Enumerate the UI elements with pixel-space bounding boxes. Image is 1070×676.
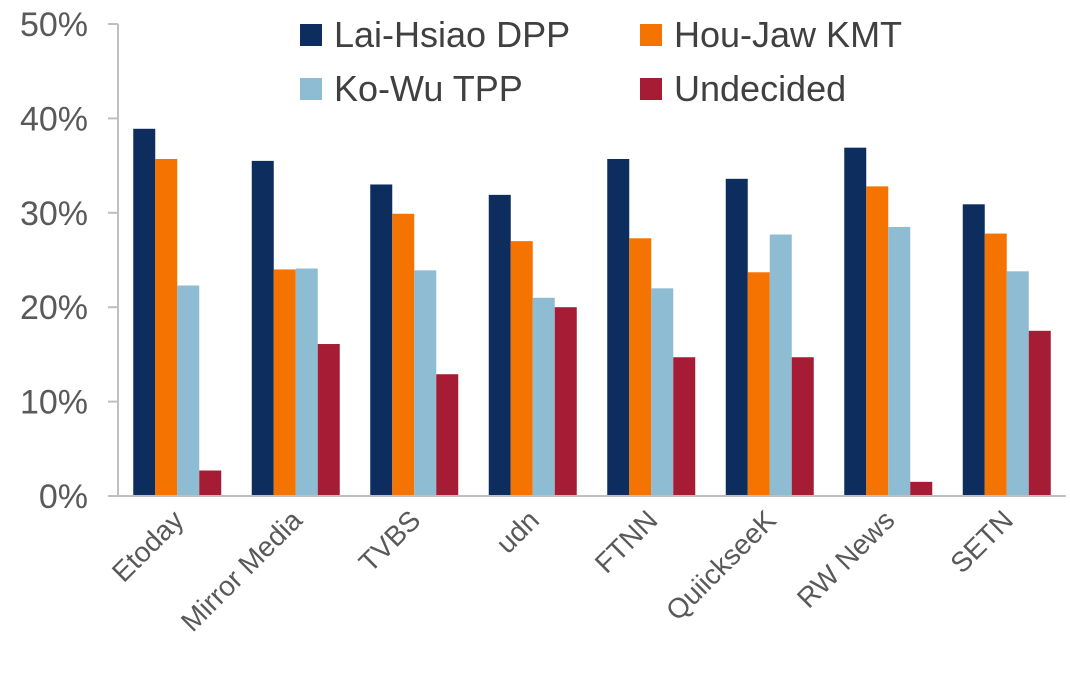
x-tick-label: SETN [944,504,1019,579]
legend-swatch [300,24,322,46]
bar-ko-wu-tpp-setn [1006,271,1029,496]
y-tick-label: 0% [39,478,88,516]
bar-ko-wu-tpp-etoday [177,285,200,496]
x-tick-label: udn [490,504,545,559]
legend-label: Hou-Jaw KMT [674,14,902,55]
bar-ko-wu-tpp-udn [532,297,555,496]
x-tick-label: Mirror Media [175,504,308,637]
bar-undecided-etoday [199,470,222,496]
bar-undecided-rw-news [910,481,933,496]
x-tick-label: FTNN [589,504,664,579]
bar-hou-jaw-kmt-ftnn [629,238,652,496]
bar-undecided-mirror-media [317,344,340,496]
bar-ko-wu-tpp-mirror-media [295,268,318,496]
y-tick-label: 50% [20,6,88,44]
bar-hou-jaw-kmt-mirror-media [273,269,296,496]
bar-lai-hsiao-dpp-etoday [133,128,156,496]
bar-lai-hsiao-dpp-udn [488,194,511,496]
bar-ko-wu-tpp-rw-news [888,226,911,496]
legend-label: Lai-Hsiao DPP [334,14,570,55]
x-tick-label: QuiickseeK [660,504,782,626]
bar-lai-hsiao-dpp-rw-news [844,147,867,496]
x-tick-label: RW News [791,504,901,614]
legend-swatch [640,24,662,46]
bar-lai-hsiao-dpp-mirror-media [251,160,274,496]
bars [133,128,1051,497]
y-tick-label: 20% [20,289,88,327]
y-tick-label: 30% [20,195,88,233]
bar-hou-jaw-kmt-etoday [155,158,178,496]
y-axis: 0% 10% 20% 30% 40% 50% [20,6,119,516]
x-tick-label: TVBS [353,504,427,578]
y-tick-label: 40% [20,100,88,138]
bar-hou-jaw-kmt-tvbs [392,213,415,496]
bar-lai-hsiao-dpp-ftnn [607,158,630,496]
bar-lai-hsiao-dpp-tvbs [370,184,393,497]
bar-hou-jaw-kmt-rw-news [866,186,889,497]
bar-hou-jaw-kmt-udn [510,241,533,496]
legend-label: Ko-Wu TPP [334,68,523,109]
legend: Lai-Hsiao DPP Hou-Jaw KMT Ko-Wu TPP Undecid… [300,14,902,109]
bar-hou-jaw-kmt-setn [984,233,1007,496]
bar-undecided-setn [1028,330,1051,496]
bar-undecided-tvbs [436,374,459,496]
bar-hou-jaw-kmt-quiickseek [747,272,770,496]
legend-label: Undecided [674,68,846,109]
bar-undecided-quiickseek [791,357,814,496]
bar-lai-hsiao-dpp-quiickseek [725,178,748,497]
legend-swatch [300,78,322,100]
bar-undecided-udn [554,307,577,496]
bar-ko-wu-tpp-ftnn [651,288,674,496]
bar-lai-hsiao-dpp-setn [962,204,985,496]
x-tick-label: Etoday [106,504,190,588]
y-tick-label: 10% [20,384,88,422]
bar-undecided-ftnn [673,357,696,496]
legend-swatch [640,78,662,100]
bar-ko-wu-tpp-quiickseek [769,234,792,496]
bar-ko-wu-tpp-tvbs [414,270,437,496]
